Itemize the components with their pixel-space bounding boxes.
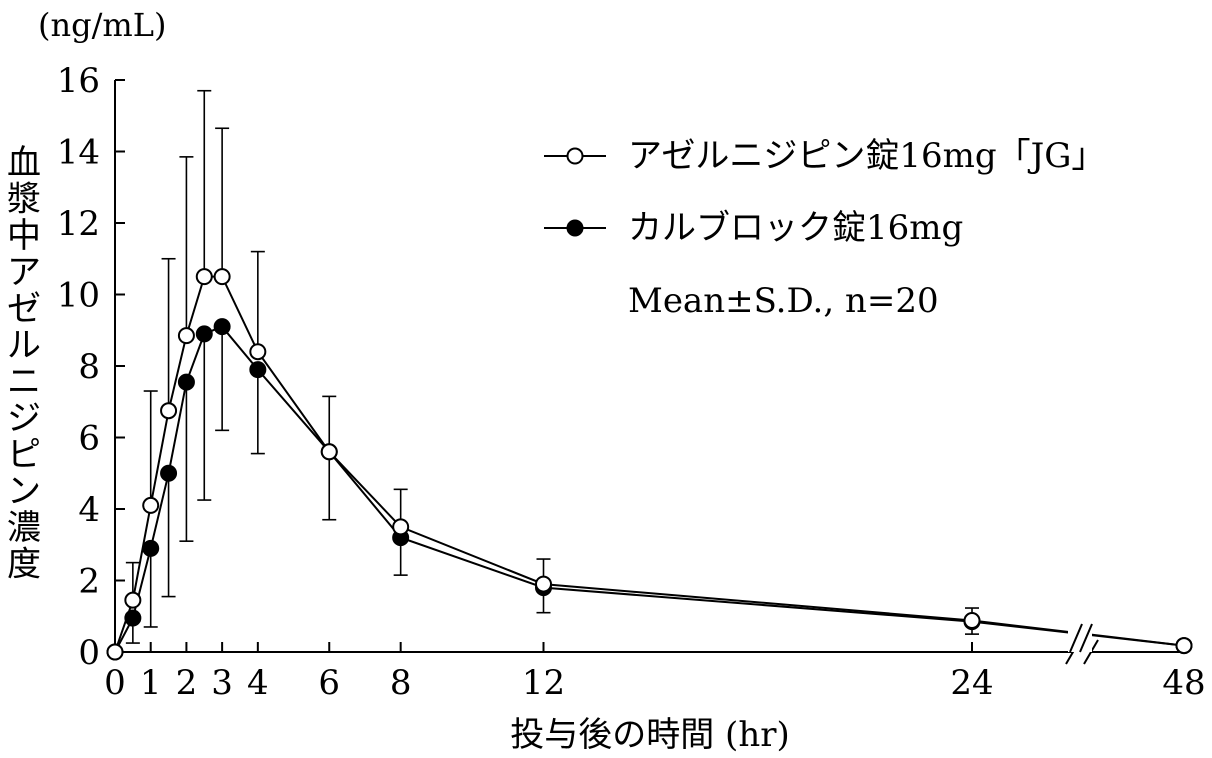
y-axis-title-char: ニ xyxy=(7,362,41,402)
x-tick-label: 4 xyxy=(247,663,269,703)
series-lines xyxy=(114,275,1185,653)
point-filled xyxy=(177,373,195,391)
legend-marker xyxy=(566,147,584,165)
y-tick-label: 4 xyxy=(78,490,100,530)
y-tick-label: 8 xyxy=(78,347,100,387)
axis-break-mark xyxy=(1068,623,1093,653)
y-axis-unit: (ng/mL) xyxy=(38,6,166,44)
x-axis-title: 投与後の時間 (hr) xyxy=(510,715,790,755)
point-open xyxy=(1175,637,1193,655)
stats-annotation: Mean±S.D., n=20 xyxy=(628,281,939,321)
point-filled xyxy=(249,361,267,379)
y-axis-ticks: 0 2 4 6 8 10 12 14 16 xyxy=(57,61,125,673)
x-tick-label: 48 xyxy=(1162,663,1205,703)
legend-label: アゼルニジピン錠16mg「JG」 xyxy=(628,136,1105,176)
point-open xyxy=(392,518,410,536)
x-tick-label: 12 xyxy=(522,663,565,703)
point-open xyxy=(535,575,552,593)
line-break-slash xyxy=(1079,623,1093,653)
point-filled xyxy=(160,464,178,482)
point-open xyxy=(249,343,267,361)
legend-marker xyxy=(566,219,584,237)
y-axis-title-char: 血 xyxy=(7,143,41,183)
y-axis-title-char: ア xyxy=(7,253,41,293)
y-tick-label: 16 xyxy=(57,61,100,101)
y-tick-label: 12 xyxy=(57,204,100,244)
x-tick-label: 2 xyxy=(176,663,198,703)
y-tick-label: 6 xyxy=(78,419,100,459)
point-open xyxy=(124,591,142,609)
point-filled xyxy=(195,325,213,343)
y-axis-title-char: 濃 xyxy=(7,508,41,548)
point-open xyxy=(106,643,124,661)
line-break-slash xyxy=(1069,623,1083,653)
point-open xyxy=(213,268,231,286)
y-axis-title-char: 中 xyxy=(7,216,41,256)
y-tick-label: 0 xyxy=(78,633,100,673)
point-open xyxy=(177,327,195,345)
point-open xyxy=(963,612,981,630)
point-open xyxy=(142,496,160,514)
y-axis-title-char: ル xyxy=(7,326,41,366)
point-filled xyxy=(124,609,142,627)
x-tick-label: 6 xyxy=(318,663,340,703)
x-tick-label: 1 xyxy=(140,663,162,703)
point-open xyxy=(195,268,213,286)
legend: アゼルニジピン錠16mg「JG」カルブロック錠16mg xyxy=(544,136,1105,248)
x-tick-label: 8 xyxy=(390,663,412,703)
x-tick-label: 3 xyxy=(211,663,233,703)
legend-label: カルブロック錠16mg xyxy=(628,208,963,248)
y-axis-title-char: ジ xyxy=(7,399,41,439)
point-filled xyxy=(142,539,160,557)
y-axis-title-char: 漿 xyxy=(7,180,41,220)
x-axis-ticks: 0 1 2 3 4 6 8 12 24 48 xyxy=(104,642,1206,703)
y-tick-label: 14 xyxy=(57,133,100,173)
point-filled xyxy=(213,318,231,336)
data-points xyxy=(106,268,1193,661)
y-axis-title-char: 度 xyxy=(7,545,41,585)
y-tick-label: 10 xyxy=(57,276,100,316)
y-tick-label: 2 xyxy=(78,562,100,602)
x-tick-label: 0 xyxy=(104,663,126,703)
y-axis-title-char: ン xyxy=(7,472,41,512)
y-axis-title-char: ゼ xyxy=(7,289,41,329)
point-open xyxy=(320,443,338,461)
y-axis-title-char: ピ xyxy=(7,435,41,475)
point-open xyxy=(160,402,178,420)
x-tick-label: 24 xyxy=(950,663,993,703)
